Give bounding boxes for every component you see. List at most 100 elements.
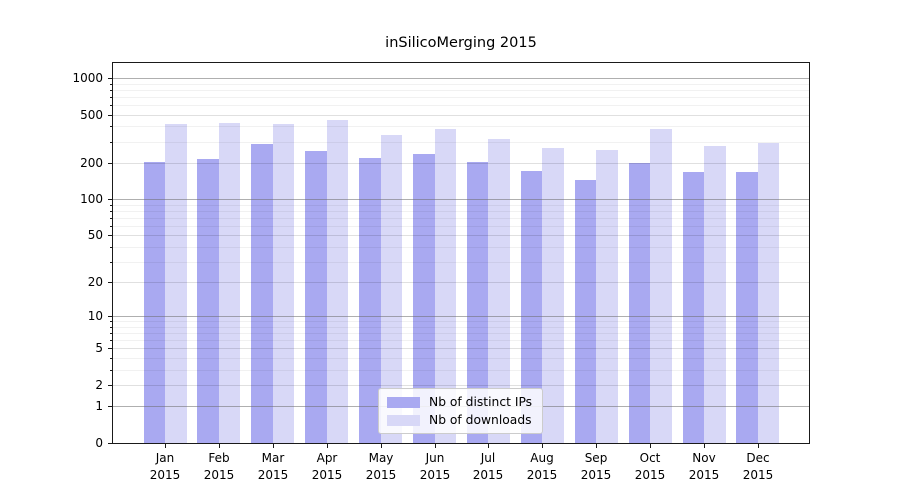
y-minor-tick-mark-30 bbox=[110, 262, 112, 263]
y-minor-tick-mark-60 bbox=[110, 226, 112, 227]
y-minor-tick-mark-80 bbox=[110, 211, 112, 212]
y-tick-mark-200 bbox=[108, 163, 112, 164]
bar-distinct-ips-apr bbox=[305, 150, 327, 443]
chart-title: inSilicoMerging 2015 bbox=[385, 35, 537, 51]
y-tick-mark-1000 bbox=[108, 78, 112, 79]
legend-swatch-distinct-ips bbox=[387, 396, 420, 408]
bar-distinct-ips-mar bbox=[251, 144, 273, 443]
x-tick-mark-sep bbox=[596, 444, 597, 448]
bar-downloads-aug bbox=[542, 148, 564, 443]
x-tick-mark-nov bbox=[704, 444, 705, 448]
bar-downloads-apr bbox=[326, 120, 349, 443]
x-tick-mark-jun bbox=[435, 444, 436, 448]
y-tick-mark-0 bbox=[108, 443, 112, 444]
y-tick-mark-20 bbox=[108, 282, 112, 283]
y-minor-tick-mark-4 bbox=[110, 358, 112, 359]
gridline-4 bbox=[113, 358, 809, 359]
y-tick-label-200: 200 bbox=[80, 155, 103, 170]
bar-distinct-ips-dec bbox=[736, 171, 758, 443]
y-minor-tick-mark-8 bbox=[110, 327, 112, 328]
bar-downloads-jun bbox=[434, 129, 456, 443]
x-tick-label-jun: Jun 2015 bbox=[419, 451, 451, 482]
y-tick-label-50: 50 bbox=[87, 228, 103, 243]
y-minor-tick-mark-900 bbox=[110, 84, 112, 85]
gridline-5 bbox=[113, 348, 809, 349]
x-tick-label-feb: Feb 2015 bbox=[203, 451, 235, 482]
y-tick-label-1: 1 bbox=[95, 399, 103, 414]
bar-distinct-ips-nov bbox=[682, 171, 704, 443]
gridline-700 bbox=[113, 97, 809, 98]
y-minor-tick-mark-3 bbox=[110, 370, 112, 371]
bar-downloads-dec bbox=[757, 143, 780, 443]
gridline-100 bbox=[113, 199, 809, 200]
plot-area: Nb of distinct IPs Nb of downloads bbox=[112, 62, 810, 444]
x-tick-mark-dec bbox=[758, 444, 759, 448]
y-minor-tick-mark-40 bbox=[110, 247, 112, 248]
x-tick-mark-oct bbox=[650, 444, 651, 448]
bar-downloads-feb bbox=[218, 123, 241, 443]
x-tick-label-jul: Jul 2015 bbox=[472, 451, 504, 482]
y-minor-tick-mark-700 bbox=[110, 97, 112, 98]
legend: Nb of distinct IPs Nb of downloads bbox=[378, 388, 544, 434]
bar-distinct-ips-jan bbox=[143, 161, 165, 443]
y-tick-label-5: 5 bbox=[95, 341, 103, 356]
x-tick-mark-apr bbox=[327, 444, 328, 448]
y-minor-tick-mark-400 bbox=[110, 126, 112, 127]
gridline-400 bbox=[113, 126, 809, 127]
y-minor-tick-mark-6 bbox=[110, 340, 112, 341]
gridline-80 bbox=[113, 211, 809, 212]
y-minor-tick-mark-9 bbox=[110, 321, 112, 322]
gridline-20 bbox=[113, 282, 809, 283]
bar-downloads-sep bbox=[596, 150, 618, 443]
bar-distinct-ips-aug bbox=[520, 170, 543, 443]
bar-downloads-nov bbox=[704, 146, 726, 443]
bar-downloads-may bbox=[380, 135, 403, 443]
y-tick-label-100: 100 bbox=[80, 192, 103, 207]
gridline-30 bbox=[113, 262, 809, 263]
x-tick-label-nov: Nov 2015 bbox=[688, 451, 720, 482]
bar-downloads-mar bbox=[272, 124, 295, 443]
gridline-40 bbox=[113, 247, 809, 248]
y-tick-mark-2 bbox=[108, 385, 112, 386]
bar-distinct-ips-jul bbox=[466, 161, 489, 443]
y-minor-tick-mark-70 bbox=[110, 218, 112, 219]
x-tick-mark-may bbox=[381, 444, 382, 448]
y-tick-label-1000: 1000 bbox=[72, 71, 103, 86]
bar-distinct-ips-jun bbox=[413, 154, 435, 443]
gridline-900 bbox=[113, 84, 809, 85]
y-tick-label-500: 500 bbox=[80, 107, 103, 122]
legend-swatch-downloads bbox=[387, 414, 420, 426]
gridline-7 bbox=[113, 333, 809, 334]
x-tick-mark-aug bbox=[542, 444, 543, 448]
x-tick-label-oct: Oct 2015 bbox=[634, 451, 666, 482]
gridline-1000 bbox=[113, 78, 809, 79]
gridline-70 bbox=[113, 218, 809, 219]
bar-distinct-ips-feb bbox=[197, 158, 219, 443]
bar-distinct-ips-may bbox=[359, 157, 381, 443]
legend-label-downloads: Nb of downloads bbox=[429, 413, 532, 427]
y-tick-label-20: 20 bbox=[87, 275, 103, 290]
x-tick-mark-mar bbox=[273, 444, 274, 448]
gridline-2 bbox=[113, 385, 809, 386]
y-tick-mark-500 bbox=[108, 115, 112, 116]
gridline-6 bbox=[113, 340, 809, 341]
x-tick-label-jan: Jan 2015 bbox=[149, 451, 181, 482]
bar-downloads-jul bbox=[488, 138, 510, 443]
y-tick-label-0: 0 bbox=[95, 436, 103, 450]
bar-distinct-ips-sep bbox=[574, 179, 597, 443]
gridline-9 bbox=[113, 321, 809, 322]
gridline-50 bbox=[113, 235, 809, 236]
bar-distinct-ips-oct bbox=[628, 162, 651, 443]
y-tick-mark-5 bbox=[108, 348, 112, 349]
y-tick-label-10: 10 bbox=[87, 309, 103, 324]
y-tick-label-2: 2 bbox=[95, 377, 103, 392]
y-tick-mark-50 bbox=[108, 235, 112, 236]
y-tick-mark-100 bbox=[108, 199, 112, 200]
y-tick-mark-1 bbox=[108, 406, 112, 407]
bar-downloads-jan bbox=[165, 124, 187, 443]
y-minor-tick-mark-300 bbox=[110, 142, 112, 143]
x-tick-label-mar: Mar 2015 bbox=[257, 451, 289, 482]
gridline-200 bbox=[113, 163, 809, 164]
x-tick-label-dec: Dec 2015 bbox=[742, 451, 774, 482]
